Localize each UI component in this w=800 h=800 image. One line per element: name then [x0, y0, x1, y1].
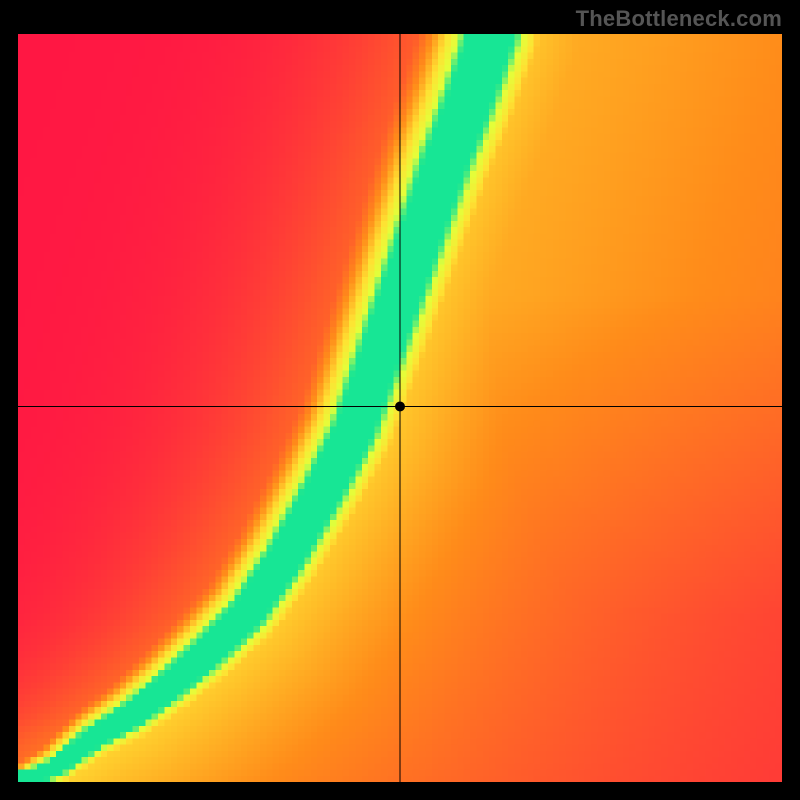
chart-frame: TheBottleneck.com [0, 0, 800, 800]
bottleneck-heatmap [18, 34, 782, 782]
watermark-text: TheBottleneck.com [576, 6, 782, 32]
plot-area [18, 34, 782, 782]
